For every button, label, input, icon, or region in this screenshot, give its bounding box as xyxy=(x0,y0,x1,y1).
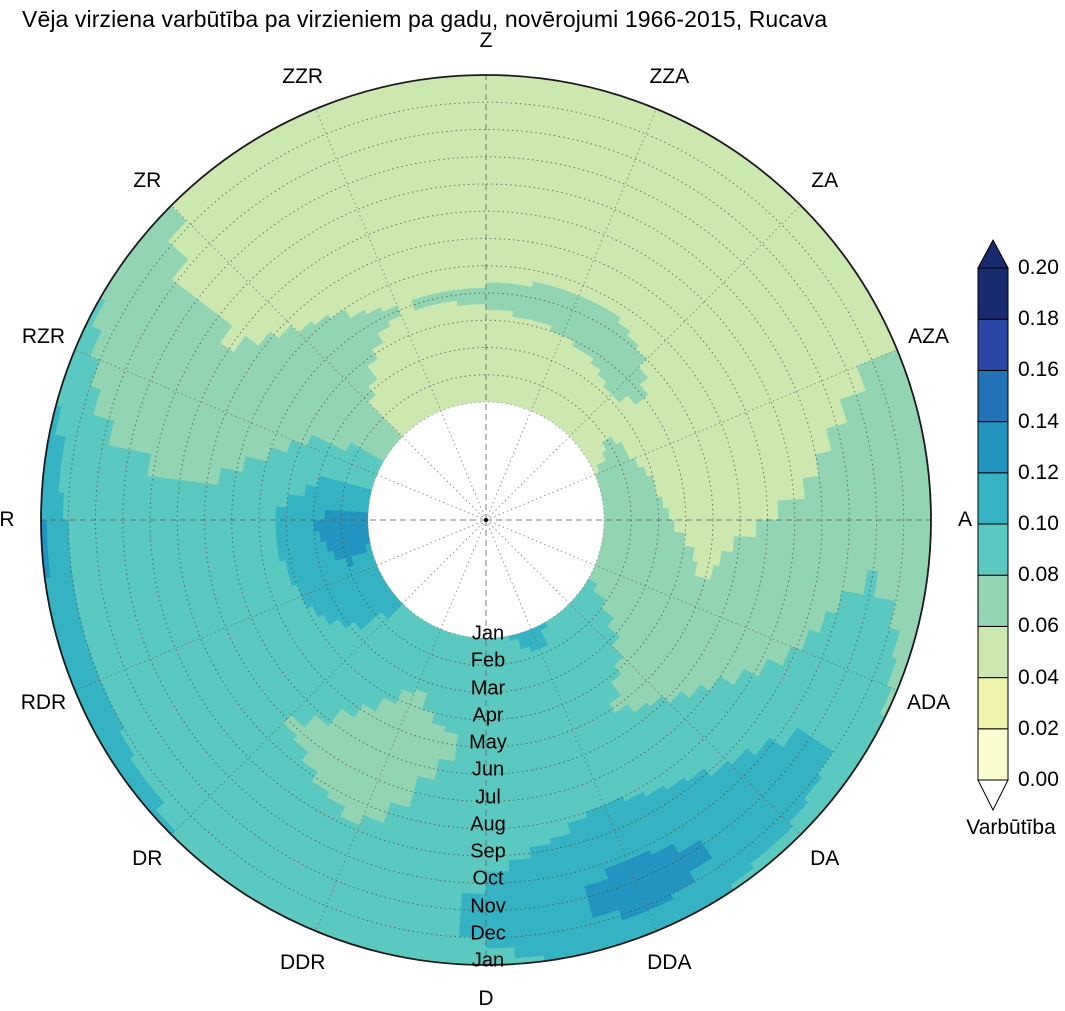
direction-label-rdr: RDR xyxy=(20,691,67,715)
colorbar: 0.20 0.18 0.16 0.14 0.12 0.10 0.08 0.06 0.04 0.02… xyxy=(960,0,1065,1008)
colorbar-tick-0-16: 0.16 xyxy=(1018,358,1059,382)
radial-month-label-5: Jun xyxy=(471,758,505,781)
direction-label-zza: ZZA xyxy=(649,65,690,89)
direction-label-ddr: DDR xyxy=(279,950,326,974)
radial-month-label-0: Jan xyxy=(471,622,505,645)
page-title: Vēja virziena varbūtība pa virzieniem pa… xyxy=(22,6,828,32)
radial-month-label-2: Mar xyxy=(470,677,506,699)
radial-month-label-6: Jul xyxy=(475,786,501,808)
colorbar-tick-0-02: 0.02 xyxy=(1018,716,1059,740)
colorbar-tick-0-20: 0.20 xyxy=(1018,256,1059,279)
direction-label-za: ZA xyxy=(811,169,839,193)
radial-month-label-9: Oct xyxy=(472,867,504,890)
direction-label-z: Z xyxy=(479,29,493,52)
colorbar-tick-0-18: 0.18 xyxy=(1018,307,1059,331)
direction-label-d: D xyxy=(478,987,494,1010)
colorbar-tick-0-14: 0.14 xyxy=(1018,409,1059,433)
radial-month-label-10: Nov xyxy=(470,895,506,917)
radial-month-label-4: May xyxy=(469,731,507,754)
polar-chart-svg xyxy=(40,74,932,966)
colorbar-title: Varbūtība xyxy=(966,816,1056,839)
direction-label-da: DA xyxy=(810,846,840,870)
direction-label-dda: DDA xyxy=(647,950,692,974)
polar-contour-plot: Z ZZA ZA AZA A ADA DA DDA D DDR DR RDR R RZR ZR ZZR Jan F… xyxy=(0,29,972,1010)
colorbar-tick-0-08: 0.08 xyxy=(1018,563,1059,587)
radial-month-label-12: Jan xyxy=(471,949,505,972)
radial-month-label-8: Sep xyxy=(470,840,506,863)
colorbar-tick-0-10: 0.10 xyxy=(1018,512,1059,535)
direction-label-zr: ZR xyxy=(133,169,162,193)
direction-label-rzr: RZR xyxy=(21,324,66,348)
colorbar-swatches xyxy=(977,238,1009,812)
radial-month-label-1: Feb xyxy=(470,649,506,672)
direction-label-a: A xyxy=(957,508,973,531)
colorbar-tick-0-00: 0.00 xyxy=(1018,768,1059,791)
colorbar-tick-0-12: 0.12 xyxy=(1018,460,1059,484)
direction-label-aza: AZA xyxy=(908,324,949,348)
radial-month-label-11: Dec xyxy=(470,922,506,945)
direction-label-ada: ADA xyxy=(906,691,951,715)
colorbar-tick-0-06: 0.06 xyxy=(1018,614,1059,638)
radial-month-label-7: Aug xyxy=(470,813,506,836)
direction-label-r: R xyxy=(0,508,15,531)
radial-month-label-3: Apr xyxy=(472,704,504,727)
direction-label-zzr: ZZR xyxy=(282,65,324,89)
direction-label-dr: DR xyxy=(132,846,163,870)
colorbar-tick-0-04: 0.04 xyxy=(1018,665,1059,689)
